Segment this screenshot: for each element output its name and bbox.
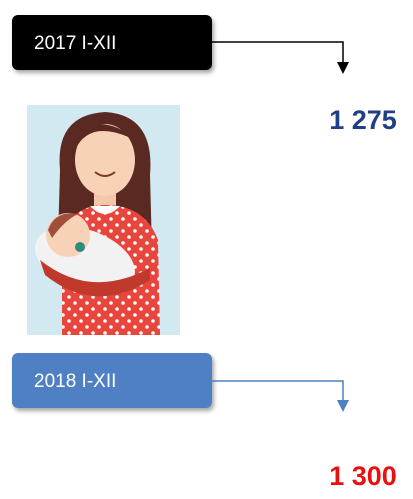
arrow-head (337, 62, 349, 74)
year-label: 2017 I-XII (34, 33, 116, 54)
infographic: 2017 I-XII 1 275 2018 I-XII 1 300 (0, 0, 413, 494)
arrow (212, 381, 343, 402)
arrow (212, 42, 343, 64)
arrow-head (337, 400, 349, 412)
count-value: 1 300 (329, 461, 397, 491)
year-label: 2018 I-XII (34, 371, 116, 392)
mother-baby-illustration (26, 105, 180, 335)
page: 2017 I-XII 1 275 2018 I-XII 1 300 (() =>… (0, 0, 413, 494)
count-value: 1 275 (329, 105, 397, 135)
